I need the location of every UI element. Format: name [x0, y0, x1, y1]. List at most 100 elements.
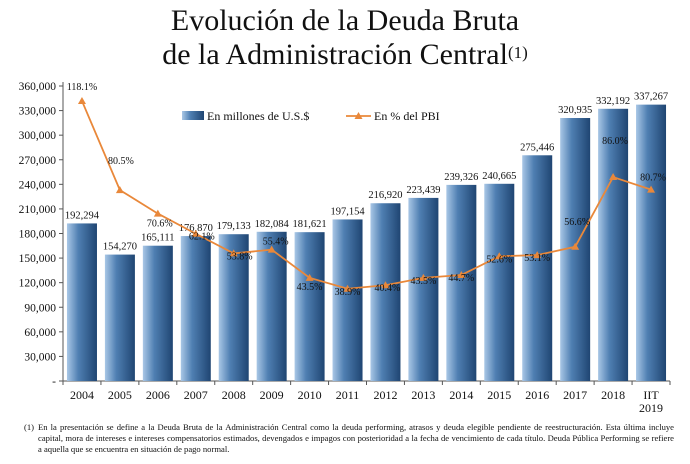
bar-value-label: 332,192: [596, 96, 630, 107]
pct-value-label: 40.4%: [375, 283, 401, 294]
bar-value-label: 275,446: [520, 142, 554, 153]
y-tick-label: 360,000: [19, 81, 57, 93]
y-tick-label: 90,000: [24, 302, 56, 314]
pct-value-label: 62.1%: [189, 232, 215, 243]
bar-value-label: 165,111: [141, 233, 174, 244]
x-axis-labels: 2004 2005 2006 2007 2008 2009 2010 2011 2012 2013…: [70, 388, 663, 415]
pct-marker: [647, 185, 656, 193]
pct-marker: [533, 251, 542, 259]
pct-value-label: 38.9%: [335, 287, 361, 298]
pct-value-label: 70.6%: [147, 219, 173, 230]
pct-value-label: 118.1%: [67, 82, 97, 93]
x-tick-label: 2012: [373, 388, 397, 402]
bar-value-label: 320,935: [558, 105, 592, 116]
pct-value-label: 56.6%: [564, 217, 590, 228]
pct-marker: [343, 284, 352, 292]
pct-value-label: 80.5%: [108, 156, 134, 167]
pct-value-label: 55.4%: [263, 237, 289, 248]
pct-marker: [191, 229, 200, 237]
y-tick-label: 150,000: [19, 253, 57, 265]
chart-legend: En millones de U.S.$ En % del PBI: [182, 109, 440, 123]
bar: [294, 232, 325, 381]
pct-value-label: 80.7%: [640, 173, 666, 184]
footnote-mark: (1): [24, 422, 35, 432]
bar: [636, 104, 667, 382]
x-tick-label: 2005: [108, 388, 132, 402]
bar: [180, 236, 211, 381]
bar-value-label: 223,439: [406, 185, 440, 196]
pct-value-label: 53.1%: [524, 253, 550, 264]
bar: [142, 245, 173, 381]
x-tick-label: 2007: [184, 388, 208, 402]
legend-bar-swatch: [182, 111, 204, 120]
line-series: [77, 96, 656, 292]
bar-value-label: 179,133: [217, 221, 251, 232]
x-tick-label: 2014: [449, 388, 473, 402]
y-tick-label: 330,000: [19, 106, 57, 118]
x-tick-label: 2011: [336, 388, 360, 402]
line-value-labels: 118.1% 80.5% 70.6% 62.1% 53.8% 55.4% 43.5% 38.9…: [67, 82, 666, 298]
chart-axes: - 30,000 60,000 90,000 120,000 150,000 180,000…: [19, 81, 671, 388]
x-tick-label: 2018: [601, 388, 625, 402]
pct-marker: [153, 209, 162, 217]
bar: [370, 203, 401, 381]
bar: [256, 231, 287, 381]
x-tick-label: 2016: [525, 388, 549, 402]
pct-marker: [77, 96, 86, 104]
pct-value-label: 43.5%: [297, 282, 323, 293]
pct-marker: [267, 245, 276, 253]
pct-value-label: 44.7%: [448, 273, 474, 284]
pct-value-label: 53.8%: [227, 251, 253, 262]
chart-title-line-1: Evolución de la Deuda Bruta: [0, 4, 690, 38]
bar: [332, 219, 363, 381]
bar-value-label: 182,084: [255, 219, 290, 230]
legend-line-label: En % del PBI: [374, 109, 440, 123]
y-tick-label: 60,000: [24, 327, 56, 339]
x-tick-label: 2013: [411, 388, 435, 402]
bar-value-label: 240,665: [482, 171, 516, 182]
x-tick-label: 2017: [563, 388, 587, 402]
x-tick-label: 2006: [146, 388, 170, 402]
bar: [408, 197, 439, 381]
bar: [104, 254, 135, 381]
footnote: (1) En la presentación se define a la De…: [24, 422, 674, 455]
bar: [598, 108, 629, 381]
legend-bar-label: En millones de U.S.$: [207, 109, 309, 123]
bar: [484, 183, 515, 381]
pct-value-label: 43.5%: [410, 276, 436, 287]
y-tick-label: 240,000: [19, 179, 57, 191]
x-tick-label: 2015: [487, 388, 511, 402]
chart-title-line-2: de la Administración Central(1): [0, 38, 690, 72]
y-tick-label: 180,000: [19, 229, 57, 241]
pct-marker: [305, 273, 314, 281]
pct-marker: [609, 173, 618, 181]
bar-value-labels: 192,294 154,270 165,111 176,870 179,133 182,0…: [65, 92, 668, 253]
bar-series: [66, 104, 667, 382]
x-tick-label: 2009: [260, 388, 284, 402]
pct-marker: [229, 249, 238, 257]
y-tick-label: 120,000: [19, 278, 57, 290]
bar: [446, 184, 477, 381]
pct-marker: [495, 252, 504, 260]
title-note-mark: (1): [507, 43, 528, 62]
x-tick-label: 2010: [298, 388, 322, 402]
pct-value-label: 86.0%: [602, 136, 628, 147]
pct-marker: [457, 270, 466, 278]
pct-marker: [571, 242, 580, 250]
bar-value-label: 192,294: [65, 210, 100, 221]
pct-marker: [419, 273, 428, 281]
bar-value-label: 239,326: [444, 172, 478, 183]
pct-marker: [381, 281, 390, 289]
bar-value-label: 154,270: [103, 242, 137, 253]
legend-line-marker: [354, 112, 363, 119]
y-tick-label: 270,000: [19, 155, 57, 167]
bar: [522, 155, 553, 381]
pct-value-label: 52.6%: [486, 254, 512, 265]
y-tick-label: 210,000: [19, 204, 57, 216]
y-tick-label: 30,000: [24, 351, 56, 363]
bar-value-label: 337,267: [634, 92, 668, 103]
x-tick-label: 2004: [70, 388, 94, 402]
bar-value-label: 176,870: [179, 223, 213, 234]
y-tick-label: -: [52, 376, 56, 388]
